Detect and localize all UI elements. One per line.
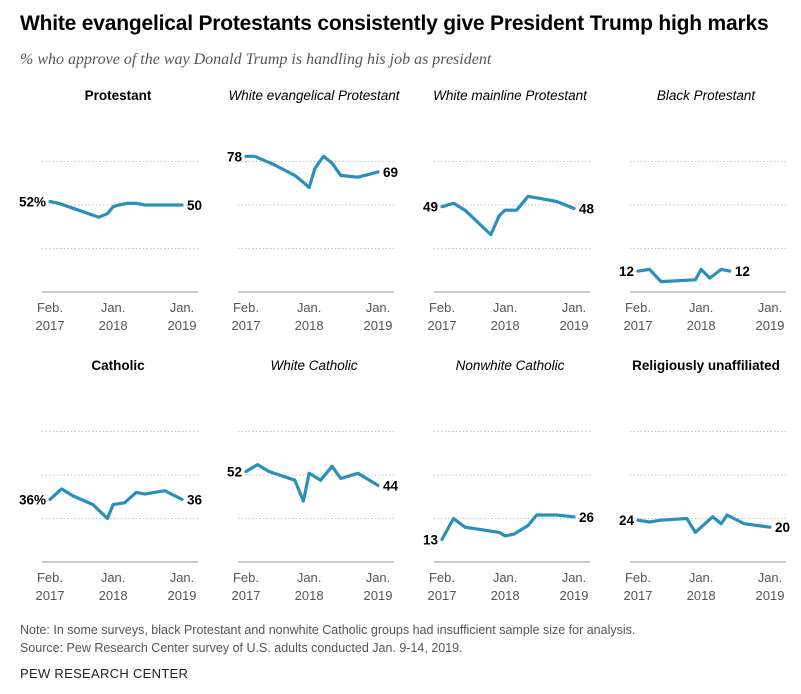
chart-panel: White evangelical Protestant Feb. 2017 Jan.… [227,88,401,333]
end-value-label: 36 [187,492,203,507]
series-line [244,463,380,503]
chart-panel: Religiously unaffiliated Feb. 2017 Jan. 2018… [619,358,790,603]
start-value-label: 78 [227,149,243,164]
series-line [636,267,732,284]
start-value-label: 49 [423,200,438,215]
x-tick-label-year: 2019 [168,588,197,603]
panel-title: Black Protestant [657,88,757,103]
x-tick-label-month: Jan. [297,570,322,585]
x-tick-label-year: 2017 [624,588,653,603]
brand-name: PEW RESEARCH CENTER [20,666,189,681]
panel-title: White evangelical Protestant [228,88,400,103]
panel-title: Protestant [85,88,152,103]
chart-panel: Catholic Feb. 2017 Jan. 2018 Jan. 2019 36% 36 [19,358,203,603]
x-tick-label-year: 2018 [99,588,128,603]
footnote: Note: In some surveys, black Protestant … [20,623,636,637]
x-tick-label-year: 2017 [428,588,457,603]
end-value-label: 48 [579,201,595,216]
series-line [440,513,576,542]
series-line [48,487,184,521]
x-tick-label-year: 2017 [624,318,653,333]
x-tick-label-month: Jan. [170,570,195,585]
x-tick-label-year: 2019 [756,588,785,603]
panel-title: Religiously unaffiliated [632,358,780,373]
x-tick-label-year: 2019 [364,588,393,603]
series-line [440,194,576,237]
x-tick-label-month: Jan. [297,300,322,315]
x-tick-label-year: 2017 [36,318,65,333]
x-tick-label-year: 2019 [756,318,785,333]
chart-panel: White mainline Protestant Feb. 2017 Jan. 201… [423,88,595,333]
chart-title: White evangelical Protestants consistent… [20,12,769,35]
x-tick-label-month: Feb. [37,300,63,315]
x-tick-label-month: Feb. [233,300,259,315]
x-tick-label-year: 2017 [36,588,65,603]
x-tick-label-month: Feb. [625,300,651,315]
x-tick-label-month: Feb. [233,570,259,585]
series-line [48,199,184,219]
x-tick-label-month: Jan. [562,570,587,585]
chart-panel: Black Protestant Feb. 2017 Jan. 2018 Jan. 2019… [619,88,786,333]
panel-title: White Catholic [270,358,357,373]
x-tick-label-month: Jan. [170,300,195,315]
end-value-label: 50 [187,198,202,213]
x-tick-label-year: 2018 [295,318,324,333]
panel-title: White mainline Protestant [433,88,588,103]
x-tick-label-year: 2018 [491,318,520,333]
panel-title: Nonwhite Catholic [456,358,565,373]
x-tick-label-year: 2018 [687,588,716,603]
x-tick-label-month: Feb. [429,570,455,585]
start-value-label: 12 [619,264,634,279]
x-tick-label-year: 2018 [99,318,128,333]
x-tick-label-month: Jan. [758,300,783,315]
end-value-label: 20 [775,520,790,535]
x-tick-label-month: Feb. [429,300,455,315]
x-tick-label-year: 2017 [232,588,261,603]
x-tick-label-month: Jan. [101,300,126,315]
x-tick-label-month: Jan. [689,570,714,585]
series-line [244,154,380,190]
source-note: Source: Pew Research Center survey of U.… [20,641,463,655]
x-tick-label-month: Jan. [101,570,126,585]
chart-panel: Protestant Feb. 2017 Jan. 2018 Jan. 2019 52% 50 [19,88,202,333]
series-line [636,513,772,535]
x-tick-label-month: Jan. [366,300,391,315]
x-tick-label-year: 2018 [687,318,716,333]
start-value-label: 13 [423,532,439,547]
x-tick-label-month: Jan. [493,570,518,585]
x-tick-label-month: Jan. [689,300,714,315]
chart-panel: Nonwhite Catholic Feb. 2017 Jan. 2018 Jan. 201… [423,358,595,603]
end-value-label: 26 [579,510,595,525]
x-tick-label-month: Jan. [493,300,518,315]
x-tick-label-month: Feb. [625,570,651,585]
x-tick-label-year: 2019 [560,318,589,333]
x-tick-label-month: Feb. [37,570,63,585]
end-value-label: 44 [383,478,399,493]
panel-title: Catholic [91,358,145,373]
end-value-label: 69 [383,165,398,180]
x-tick-label-month: Jan. [758,570,783,585]
start-value-label: 52 [227,465,242,480]
x-tick-label-year: 2017 [232,318,261,333]
x-tick-label-year: 2017 [428,318,457,333]
start-value-label: 52% [19,195,46,210]
x-tick-label-month: Jan. [366,570,391,585]
chart-panel: White Catholic Feb. 2017 Jan. 2018 Jan. 2019 52… [227,358,399,603]
start-value-label: 36% [19,492,46,507]
x-tick-label-year: 2019 [364,318,393,333]
start-value-label: 24 [619,513,635,528]
chart-subtitle: % who approve of the way Donald Trump is… [20,51,492,68]
end-value-label: 12 [735,264,750,279]
x-tick-label-year: 2019 [168,318,197,333]
x-tick-label-month: Jan. [562,300,587,315]
x-tick-label-year: 2018 [295,588,324,603]
x-tick-label-year: 2018 [491,588,520,603]
x-tick-label-year: 2019 [560,588,589,603]
